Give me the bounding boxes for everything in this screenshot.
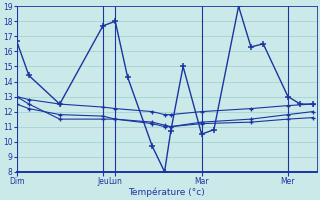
X-axis label: Température (°c): Température (°c): [129, 188, 205, 197]
